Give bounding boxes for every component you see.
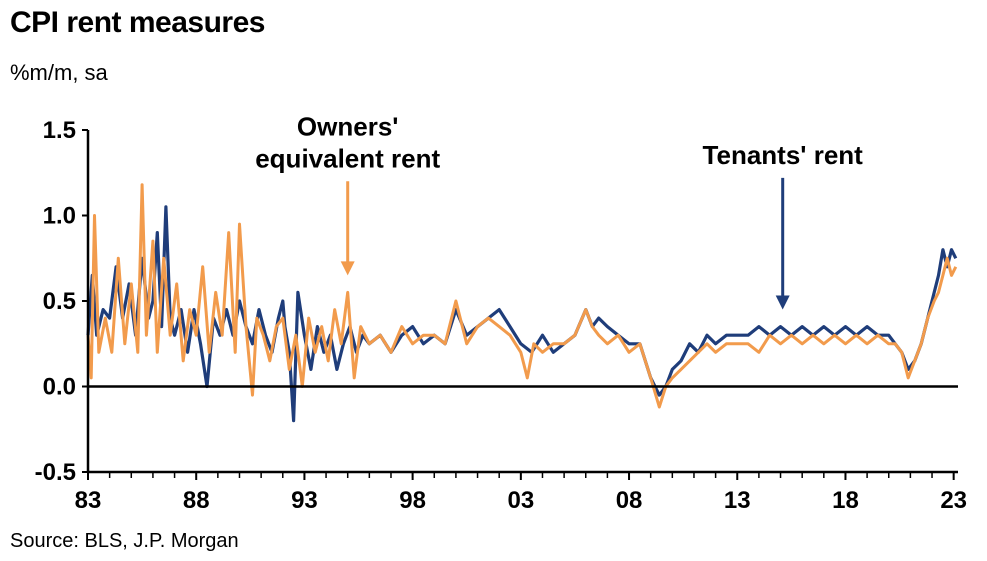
annotation-label-oer: Owners'	[297, 111, 399, 141]
series-line-oer	[86, 183, 958, 409]
y-tick-label: 1.5	[43, 117, 76, 144]
x-tick-label: 88	[183, 487, 210, 514]
x-tick-label: 23	[940, 487, 967, 514]
x-tick-label: 03	[507, 487, 534, 514]
y-tick-label: -0.5	[35, 459, 76, 486]
y-tick-label: 0.5	[43, 288, 76, 315]
x-tick-label: 18	[832, 487, 859, 514]
chart-subtitle: %m/m, sa	[10, 60, 108, 85]
annotation-arrowhead-tenants	[775, 295, 790, 310]
source-note: Source: BLS, J.P. Morgan	[10, 530, 239, 552]
annotation-label-oer: equivalent rent	[255, 143, 440, 173]
y-tick-label: 0.0	[43, 374, 76, 401]
chart-title: CPI rent measures	[10, 6, 265, 39]
x-tick-label: 93	[291, 487, 318, 514]
x-tick-label: 08	[616, 487, 643, 514]
y-tick-label: 1.0	[43, 203, 76, 230]
annotation-arrowhead-oer	[340, 261, 355, 276]
axis-layer: 1.5 1.0 0.5 0.0 -0.583 88 93 98 03 08 13 18 23	[35, 117, 967, 514]
series-layer	[86, 183, 958, 423]
annotation-layer: Owners'equivalent rent Tenants' rent	[255, 111, 864, 310]
annotation-label-tenants: Tenants' rent	[703, 140, 864, 170]
x-tick-label: 13	[724, 487, 751, 514]
x-tick-label: 98	[399, 487, 426, 514]
x-tick-label: 83	[75, 487, 102, 514]
